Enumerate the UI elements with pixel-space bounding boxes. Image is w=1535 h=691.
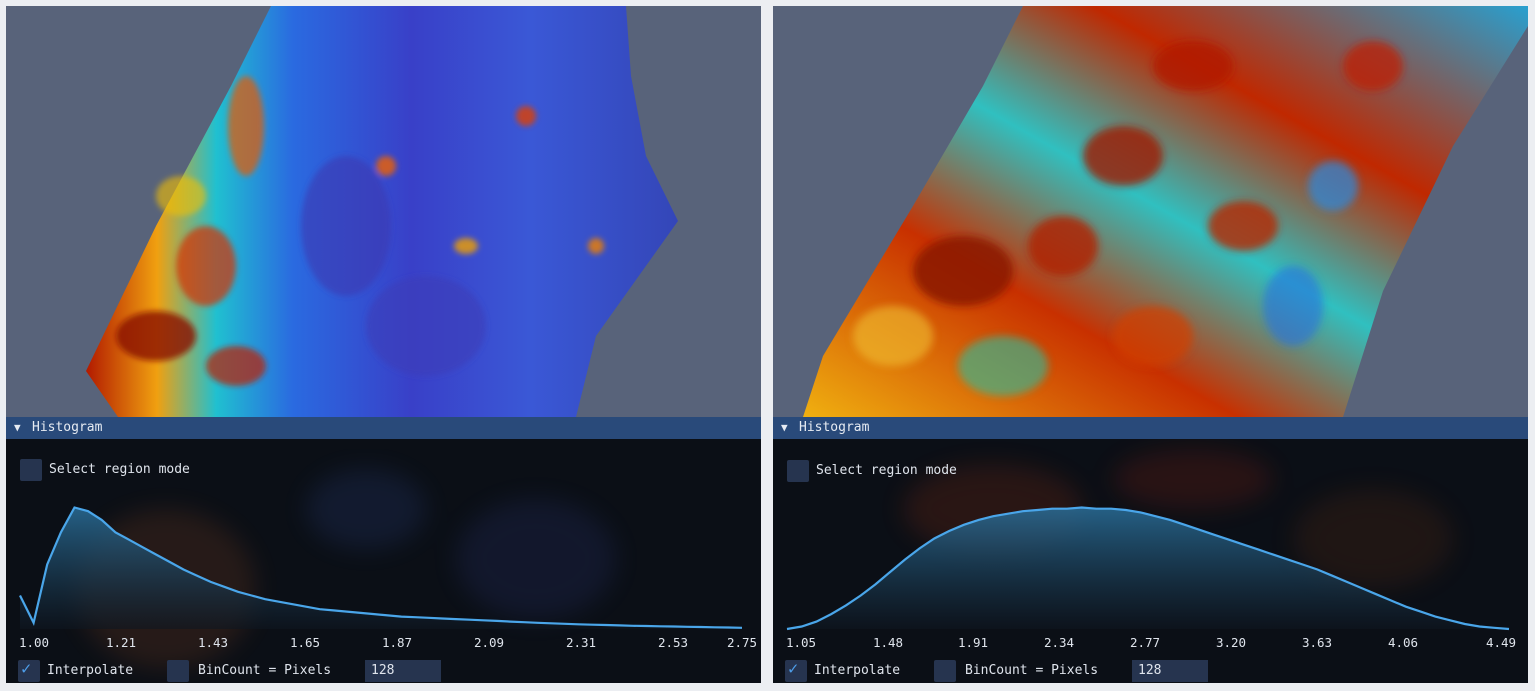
- x-tick-label: 1.87: [381, 635, 413, 650]
- bincount-checkbox[interactable]: [167, 660, 189, 682]
- collapse-triangle-icon[interactable]: ▼: [14, 421, 21, 434]
- checkmark-icon: ✓: [788, 659, 799, 679]
- x-tick-label: 2.09: [473, 635, 505, 650]
- x-tick-label: 4.49: [1485, 635, 1517, 650]
- bincount-label: BinCount = Pixels: [965, 663, 1099, 678]
- bincount-label: BinCount = Pixels: [198, 663, 332, 678]
- collapse-triangle-icon[interactable]: ▼: [781, 421, 788, 434]
- interpolate-label: Interpolate: [47, 663, 134, 678]
- x-tick-label: 1.00: [18, 635, 50, 650]
- x-tick-label: 1.48: [872, 635, 904, 650]
- histogram-area: [787, 507, 1509, 629]
- bins-input[interactable]: 128: [1132, 660, 1208, 682]
- histogram-title: Histogram: [799, 420, 870, 435]
- checkmark-icon: ✓: [21, 659, 32, 679]
- x-tick-label: 1.21: [105, 635, 137, 650]
- histogram-body: Select region mode 1.05 1.48 1.91 2.34 2…: [773, 439, 1528, 683]
- histogram-curve: [19, 506, 743, 629]
- x-tick-label: 1.05: [785, 635, 817, 650]
- x-tick-label: 1.91: [957, 635, 989, 650]
- x-tick-label: 2.77: [1129, 635, 1161, 650]
- x-tick-label: 2.31: [565, 635, 597, 650]
- select-region-checkbox[interactable]: [787, 460, 809, 482]
- x-tick-label: 1.65: [289, 635, 321, 650]
- x-tick-label: 2.53: [657, 635, 689, 650]
- histogram-plot[interactable]: [785, 497, 1511, 637]
- bins-input[interactable]: 128: [365, 660, 441, 682]
- histogram-body: Select region mode 1.00 1.21 1.43 1.65 1…: [6, 439, 761, 683]
- select-region-checkbox[interactable]: [20, 459, 42, 481]
- histogram-plot[interactable]: [18, 497, 744, 637]
- select-region-label: Select region mode: [49, 462, 190, 477]
- histogram-title: Histogram: [32, 420, 103, 435]
- heatmap-image: [86, 6, 678, 417]
- x-tick-label: 4.06: [1387, 635, 1419, 650]
- x-tick-label: 3.20: [1215, 635, 1247, 650]
- histogram-header[interactable]: ▼ Histogram: [773, 417, 1528, 439]
- select-region-label: Select region mode: [816, 463, 957, 478]
- heatmap-viewport[interactable]: [773, 6, 1528, 417]
- histogram-panel-right: ▼ Histogram Select region mode 1.05: [773, 6, 1528, 683]
- interpolate-label: Interpolate: [814, 663, 901, 678]
- x-tick-label: 2.34: [1043, 635, 1075, 650]
- interpolate-checkbox[interactable]: ✓: [18, 659, 40, 682]
- histogram-header[interactable]: ▼ Histogram: [6, 417, 761, 439]
- x-tick-label: 1.43: [197, 635, 229, 650]
- histogram-curve: [786, 506, 1510, 631]
- heatmap-image: [803, 6, 1528, 417]
- histogram-area: [20, 507, 742, 629]
- bincount-checkbox[interactable]: [934, 660, 956, 682]
- x-tick-label: 2.75: [726, 635, 758, 650]
- histogram-panel-left: ▼ Histogram Select region mode 1.00: [6, 6, 761, 683]
- x-tick-label: 3.63: [1301, 635, 1333, 650]
- background-ghost: [903, 449, 1453, 589]
- heatmap-viewport[interactable]: [6, 6, 761, 417]
- interpolate-checkbox[interactable]: ✓: [785, 659, 807, 682]
